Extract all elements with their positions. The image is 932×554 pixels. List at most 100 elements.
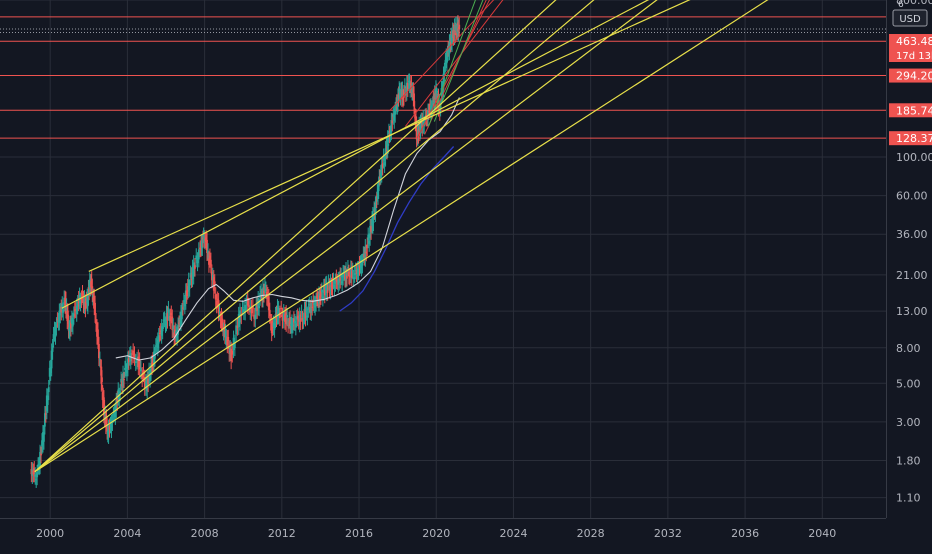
candle-body [121, 381, 123, 387]
candle-body [65, 298, 67, 311]
candle-body [88, 286, 91, 293]
candle-body [434, 93, 437, 100]
y-tick-label: 800.00 [896, 0, 932, 7]
candle-body [128, 354, 131, 358]
price-label-value: 463.48 [896, 35, 932, 48]
candle-body [351, 269, 354, 272]
candle-body [91, 286, 94, 295]
green-fan-line[interactable] [428, 0, 479, 127]
trendline[interactable] [34, 0, 886, 473]
candle-body [458, 24, 461, 29]
candle-body [233, 341, 236, 349]
candle-body [170, 312, 173, 316]
y-tick-label: 60.00 [896, 190, 928, 203]
x-tick-label: 2000 [36, 527, 64, 540]
trendline[interactable] [34, 0, 886, 473]
candle-body [435, 87, 437, 91]
candle-body [292, 318, 295, 323]
candle-body [294, 323, 297, 328]
candle-body [70, 322, 72, 329]
candle-body [108, 425, 111, 430]
currency-badge[interactable] [892, 9, 928, 27]
currency-label[interactable]: USD [899, 14, 921, 25]
x-tick-label: 2008 [191, 527, 219, 540]
candle-body [40, 453, 42, 456]
candle-body [271, 325, 274, 328]
candle-body [227, 336, 230, 342]
candle-body [58, 310, 61, 323]
candle-body [303, 308, 306, 317]
candle-body [77, 298, 80, 303]
candle-body [148, 369, 151, 376]
candle-body [317, 298, 319, 300]
candle-body [442, 73, 445, 90]
candle-body [159, 330, 162, 333]
y-tick-label: 13.00 [896, 305, 928, 318]
y-tick-label: 100.00 [896, 151, 932, 164]
red-fan-line[interactable] [404, 0, 509, 127]
candle-body [125, 363, 127, 369]
candle-body [390, 119, 393, 133]
candle-body [241, 307, 244, 309]
candle-body [201, 241, 204, 249]
candle-body [297, 318, 300, 322]
trendline[interactable] [61, 0, 886, 309]
candle-body [325, 282, 328, 294]
green-fan-line[interactable] [433, 0, 486, 122]
candle-body [179, 318, 181, 320]
candle-body [269, 321, 272, 323]
candle-body [161, 329, 164, 332]
candle-body [181, 307, 184, 309]
candle-body [81, 292, 84, 296]
candle-body [153, 351, 155, 364]
candle-body [359, 262, 362, 266]
candle-body [71, 319, 74, 327]
candle-body [383, 162, 386, 166]
candle-body [408, 80, 411, 86]
candle-body [267, 296, 270, 311]
plot-area[interactable] [0, 0, 886, 488]
candle-body [409, 89, 412, 91]
candle-body [138, 359, 141, 370]
candle-body [107, 426, 110, 437]
candle-body [95, 320, 97, 324]
candle-body [263, 290, 265, 295]
candle-body [358, 263, 361, 268]
candle-body [438, 110, 441, 113]
candle-body [285, 312, 288, 324]
candle-body [397, 93, 400, 99]
candle-body [260, 290, 262, 293]
candle-body [254, 314, 257, 320]
candle-body [222, 326, 224, 329]
x-tick-label: 2040 [808, 527, 836, 540]
candle-body [316, 295, 318, 299]
candle-body [339, 274, 342, 281]
candle-body [110, 421, 113, 431]
candle-body [218, 311, 221, 313]
candle-body [281, 314, 284, 321]
candle-body [57, 319, 60, 323]
candle-body [172, 325, 175, 330]
candle-body [429, 106, 431, 110]
candle-body [278, 312, 281, 319]
candle-body [210, 271, 213, 281]
candle-body [226, 337, 229, 346]
candle-body [74, 309, 77, 311]
trendline[interactable] [34, 0, 886, 473]
x-tick-label: 2024 [499, 527, 527, 540]
candle-body [38, 464, 40, 468]
top-badge-label: 6 [898, 0, 904, 10]
candle-body [309, 307, 312, 312]
trendline[interactable] [34, 0, 886, 473]
candle-body [444, 59, 447, 65]
candle-body [313, 302, 316, 306]
candle-body [213, 281, 216, 286]
x-tick-label: 2028 [577, 527, 605, 540]
candle-body [386, 137, 389, 150]
trendline[interactable] [88, 0, 886, 272]
candle-body [374, 203, 377, 214]
candle-body [342, 272, 345, 278]
candle-body [320, 291, 322, 297]
